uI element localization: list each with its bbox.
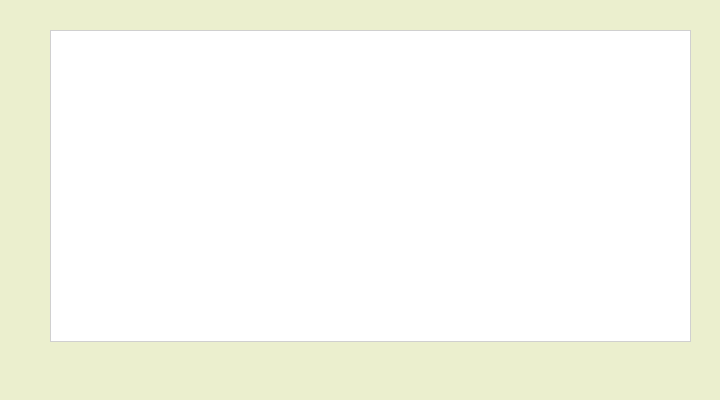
plot-area <box>50 30 691 342</box>
scatter-points-canvas <box>51 31 690 341</box>
